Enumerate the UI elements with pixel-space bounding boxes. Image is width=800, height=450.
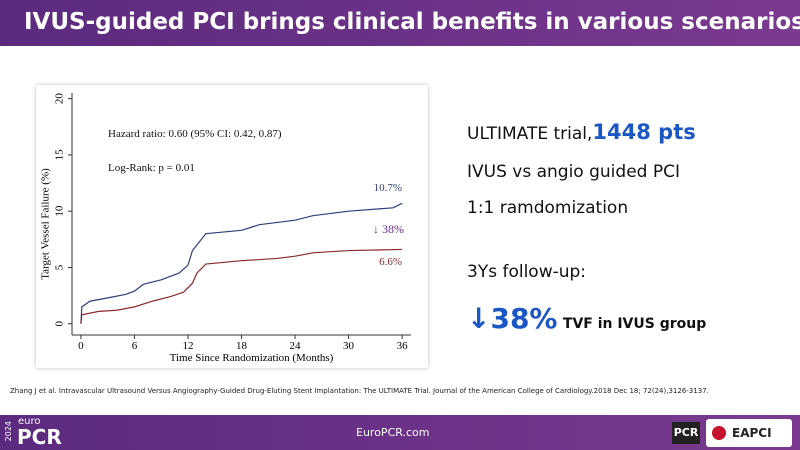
logo-euro: euro xyxy=(18,416,41,427)
pcr-badge: PCR xyxy=(672,422,700,444)
point: ULTIMATE trial,1448 pts xyxy=(467,120,696,144)
highlight: ↓38% xyxy=(467,302,558,335)
footer-bar: 2024 euro PCR EuroPCR.com PCR EAPCI xyxy=(0,415,800,450)
y-tick-label: 5 xyxy=(54,264,66,270)
eapci-logo: EAPCI xyxy=(706,419,792,447)
series-line xyxy=(80,248,403,324)
x-tick-label: 0 xyxy=(78,340,84,352)
logo-year: 2024 xyxy=(4,421,13,442)
x-tick-label: 36 xyxy=(397,340,409,352)
x-tick-label: 6 xyxy=(132,340,138,352)
point-text: TVF in IVUS group xyxy=(562,316,707,332)
point: IVUS vs angio guided PCI xyxy=(467,162,680,182)
y-axis-label: Target Vessel Failure (%) xyxy=(40,168,52,280)
y-tick-label: 15 xyxy=(54,149,66,161)
highlight: 1448 pts xyxy=(592,120,696,144)
x-tick-label: 18 xyxy=(236,340,248,352)
header-bar: IVUS-guided PCI brings clinical benefits… xyxy=(0,0,800,46)
eapci-icon xyxy=(712,426,726,440)
chart-frame: 0 5 10 15 20 0 6 12 18 24 30 36 Time Since Randomiza… xyxy=(36,85,428,368)
x-axis-label: Time Since Randomization (Months) xyxy=(170,352,334,364)
y-tick-label: 10 xyxy=(54,205,66,217)
point: 1:1 ramdomization xyxy=(467,198,629,218)
point-text: ULTIMATE trial, xyxy=(467,124,593,144)
logo-pcr: PCR xyxy=(17,425,62,449)
annotation: 10.7% xyxy=(374,182,402,194)
slide-title: IVUS-guided PCI brings clinical benefits… xyxy=(24,9,800,35)
eapci-text: EAPCI xyxy=(732,426,772,440)
y-tick-label: 0 xyxy=(54,320,66,326)
chart: 0 5 10 15 20 0 6 12 18 24 30 36 Time Since Randomiza… xyxy=(40,93,411,364)
x-tick-label: 24 xyxy=(290,340,302,352)
annotation: ↓ 38% xyxy=(373,222,404,236)
reference: Zhang J et al. Intravascular Ultrasound … xyxy=(10,387,709,395)
point: 3Ys follow-up: xyxy=(467,262,587,282)
annotation: Hazard ratio: 0.60 (95% CI: 0.42, 0.87) xyxy=(108,128,282,140)
x-tick-label: 30 xyxy=(343,340,355,352)
x-tick-label: 12 xyxy=(182,340,193,352)
annotation: 6.6% xyxy=(379,256,402,268)
site: EuroPCR.com xyxy=(356,426,430,439)
point: ↓38% TVF in IVUS group xyxy=(467,302,706,335)
annotation: Log-Rank: p = 0.01 xyxy=(108,162,195,174)
y-tick-label: 20 xyxy=(54,93,66,105)
series-line xyxy=(80,202,403,324)
